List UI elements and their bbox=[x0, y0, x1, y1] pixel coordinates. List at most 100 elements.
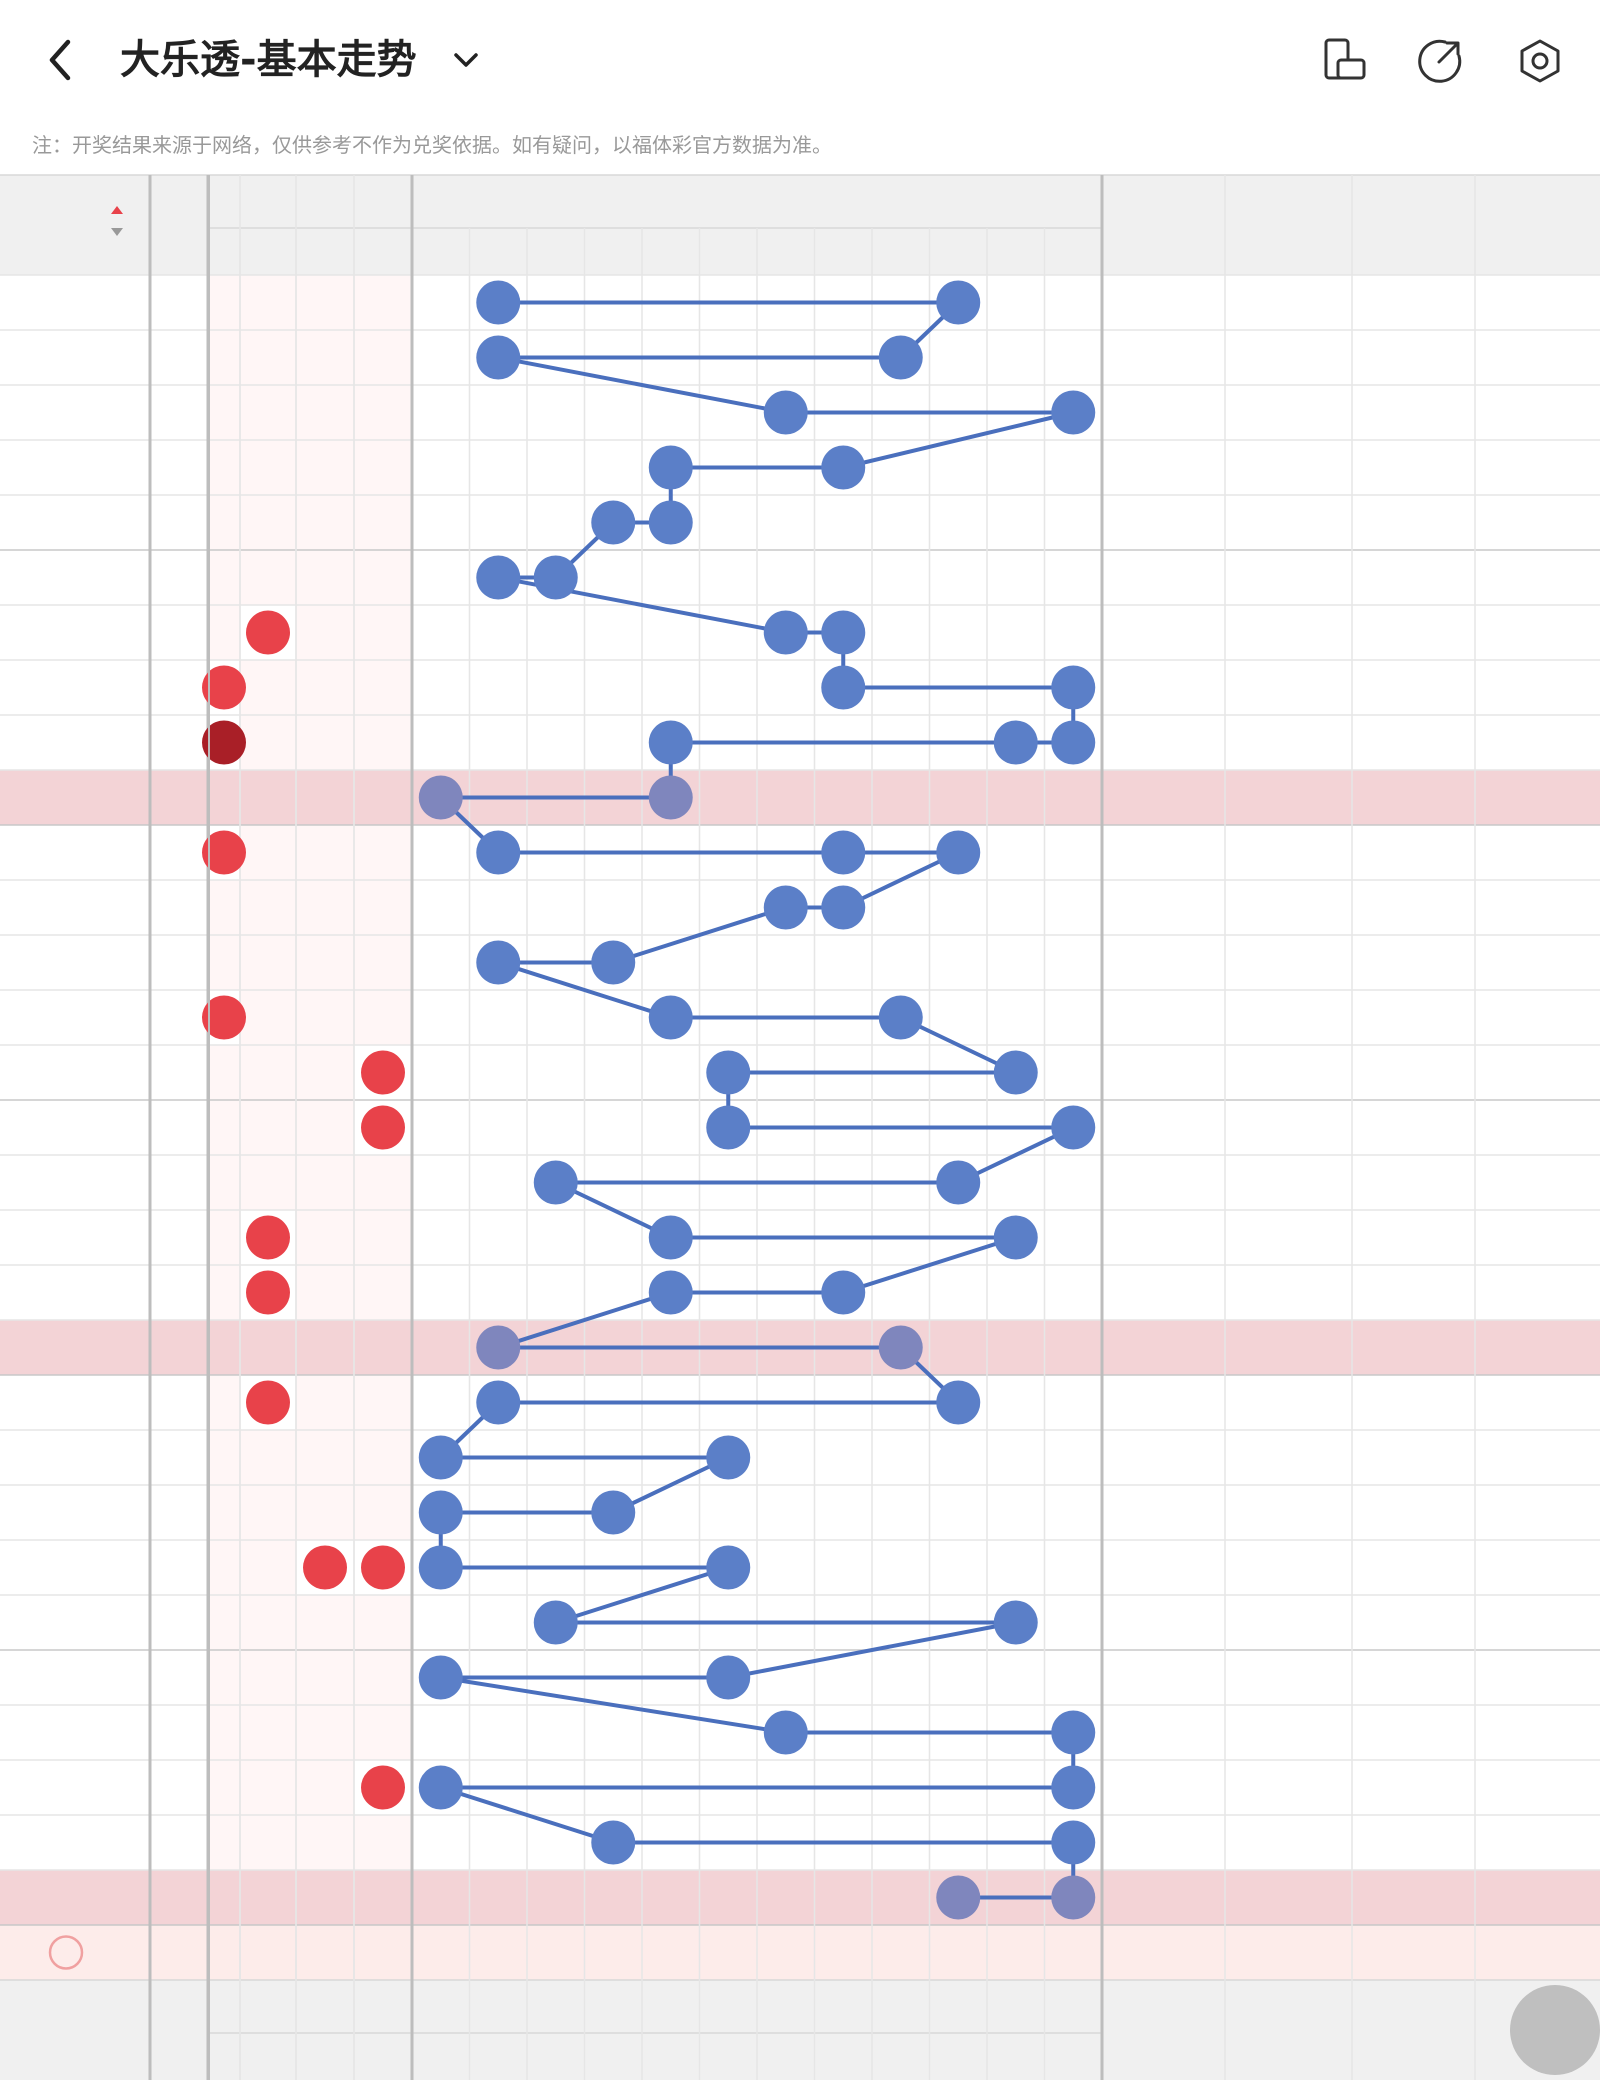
front-ball[interactable] bbox=[246, 1215, 290, 1260]
front-ball[interactable] bbox=[202, 830, 246, 875]
front-ball[interactable] bbox=[303, 1545, 347, 1590]
blue-ball[interactable] bbox=[648, 1215, 693, 1260]
front-ball[interactable] bbox=[361, 1545, 405, 1590]
front-cell-bg bbox=[354, 440, 412, 495]
blue-ball[interactable] bbox=[1051, 1820, 1096, 1865]
front-cell-bg bbox=[354, 1265, 412, 1320]
front-cell-bg bbox=[240, 880, 296, 935]
blue-ball[interactable] bbox=[1051, 720, 1096, 765]
blue-ball[interactable] bbox=[418, 1435, 463, 1480]
front-cell-bg bbox=[354, 1815, 412, 1870]
blue-ball[interactable] bbox=[648, 1270, 693, 1315]
front-cell-bg bbox=[240, 825, 296, 880]
blue-ball[interactable] bbox=[936, 830, 981, 875]
blue-ball[interactable] bbox=[648, 775, 693, 820]
sort-arrows-icon[interactable] bbox=[111, 206, 123, 236]
blue-ball[interactable] bbox=[821, 610, 866, 655]
blue-ball[interactable] bbox=[763, 610, 808, 655]
blue-ball[interactable] bbox=[706, 1655, 751, 1700]
blue-ball[interactable] bbox=[418, 1545, 463, 1590]
settings-icon[interactable] bbox=[1515, 36, 1565, 86]
blue-ball[interactable] bbox=[993, 1050, 1038, 1095]
blue-ball[interactable] bbox=[418, 775, 463, 820]
front-ball[interactable] bbox=[246, 610, 290, 655]
front-cell-bg bbox=[240, 1650, 296, 1705]
blue-ball[interactable] bbox=[476, 1380, 521, 1425]
blue-ball[interactable] bbox=[1051, 390, 1096, 435]
front-ball[interactable] bbox=[202, 720, 246, 765]
front-cell-bg bbox=[208, 1375, 240, 1430]
blue-ball[interactable] bbox=[706, 1105, 751, 1150]
blue-ball[interactable] bbox=[936, 1875, 981, 1920]
blue-ball[interactable] bbox=[1051, 1105, 1096, 1150]
blue-ball[interactable] bbox=[821, 1270, 866, 1315]
blue-ball[interactable] bbox=[1051, 1875, 1096, 1920]
table-row[interactable] bbox=[0, 1870, 1600, 1925]
blue-ball[interactable] bbox=[533, 1160, 578, 1205]
back-arrow-icon[interactable] bbox=[34, 28, 90, 92]
blue-ball[interactable] bbox=[878, 995, 923, 1040]
blue-ball[interactable] bbox=[763, 1710, 808, 1755]
screen-rotate-icon[interactable] bbox=[1320, 36, 1370, 86]
page-title[interactable]: 大乐透-基本走势 bbox=[120, 37, 417, 83]
front-ball[interactable] bbox=[202, 665, 246, 710]
blue-ball[interactable] bbox=[821, 665, 866, 710]
blue-ball[interactable] bbox=[476, 940, 521, 985]
blue-ball[interactable] bbox=[591, 940, 636, 985]
blue-ball[interactable] bbox=[993, 1215, 1038, 1260]
blue-ball[interactable] bbox=[476, 555, 521, 600]
blue-ball[interactable] bbox=[476, 1325, 521, 1370]
blue-ball[interactable] bbox=[591, 500, 636, 545]
blue-ball[interactable] bbox=[821, 830, 866, 875]
blue-ball[interactable] bbox=[648, 720, 693, 765]
front-ball[interactable] bbox=[246, 1270, 290, 1315]
blue-ball[interactable] bbox=[936, 1160, 981, 1205]
blue-ball[interactable] bbox=[763, 885, 808, 930]
table-row[interactable] bbox=[0, 770, 1600, 825]
blue-ball[interactable] bbox=[878, 1325, 923, 1370]
blue-ball[interactable] bbox=[763, 390, 808, 435]
front-ball[interactable] bbox=[361, 1050, 405, 1095]
share-icon[interactable] bbox=[1415, 36, 1465, 86]
front-cell-bg bbox=[208, 550, 240, 605]
blue-ball[interactable] bbox=[476, 335, 521, 380]
blue-ball[interactable] bbox=[418, 1765, 463, 1810]
blue-ball[interactable] bbox=[1051, 1710, 1096, 1755]
blue-ball[interactable] bbox=[706, 1545, 751, 1590]
front-ball[interactable] bbox=[361, 1765, 405, 1810]
blue-ball[interactable] bbox=[821, 445, 866, 490]
pick-row[interactable] bbox=[0, 1925, 1600, 1980]
blue-ball[interactable] bbox=[993, 1600, 1038, 1645]
blue-ball[interactable] bbox=[476, 280, 521, 325]
blue-ball[interactable] bbox=[706, 1435, 751, 1480]
pick-number-toggle[interactable] bbox=[48, 1935, 84, 1970]
front-cell-bg bbox=[208, 1430, 240, 1485]
blue-ball[interactable] bbox=[591, 1490, 636, 1535]
front-cell-bg bbox=[296, 550, 354, 605]
blue-ball[interactable] bbox=[936, 1380, 981, 1425]
blue-ball[interactable] bbox=[878, 335, 923, 380]
front-ball[interactable] bbox=[361, 1105, 405, 1150]
blue-ball[interactable] bbox=[418, 1490, 463, 1535]
front-cell-bg bbox=[240, 1540, 296, 1595]
blue-ball[interactable] bbox=[533, 1600, 578, 1645]
blue-ball[interactable] bbox=[821, 885, 866, 930]
blue-ball[interactable] bbox=[1051, 1765, 1096, 1810]
blue-ball[interactable] bbox=[591, 1820, 636, 1865]
blue-ball[interactable] bbox=[648, 995, 693, 1040]
expand-button[interactable] bbox=[1510, 1985, 1600, 2075]
blue-ball[interactable] bbox=[936, 280, 981, 325]
front-ball[interactable] bbox=[202, 995, 246, 1040]
front-cell-bg bbox=[296, 1815, 354, 1870]
chevron-down-icon[interactable] bbox=[446, 36, 486, 84]
blue-ball[interactable] bbox=[418, 1655, 463, 1700]
blue-ball[interactable] bbox=[648, 445, 693, 490]
blue-ball[interactable] bbox=[533, 555, 578, 600]
front-ball[interactable] bbox=[246, 1380, 290, 1425]
blue-ball[interactable] bbox=[476, 830, 521, 875]
blue-ball[interactable] bbox=[648, 500, 693, 545]
blue-ball[interactable] bbox=[1051, 665, 1096, 710]
blue-ball[interactable] bbox=[706, 1050, 751, 1095]
blue-ball[interactable] bbox=[993, 720, 1038, 765]
footer-header-bg bbox=[0, 1980, 1600, 2080]
